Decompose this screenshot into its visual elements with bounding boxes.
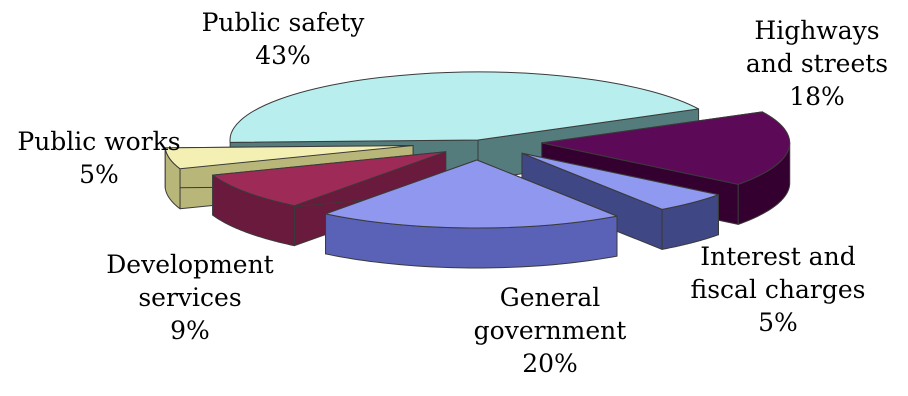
slice-label-general-government: General government 20% <box>473 283 627 378</box>
slice-label-public-safety: Public safety 43% <box>201 8 365 70</box>
slice-top-general-government <box>325 159 618 229</box>
slice-top-development-services <box>212 151 447 207</box>
slice-label-development-services: Development services 9% <box>106 250 274 345</box>
slice-general-government <box>325 159 618 269</box>
slice-interest-and-fiscal-charges <box>521 152 719 250</box>
slice-label-public-works: Public works 5% <box>17 127 181 189</box>
slice-top-highways-and-streets <box>541 111 791 185</box>
slice-label-interest-and-fiscal-charges: Interest and fiscal charges 5% <box>690 242 866 337</box>
slice-top-interest-and-fiscal-charges <box>521 152 719 210</box>
slice-label-highways-and-streets: Highways and streets 18% <box>745 16 889 111</box>
slice-top-public-works <box>164 145 414 170</box>
slice-top-public-safety <box>229 71 700 143</box>
